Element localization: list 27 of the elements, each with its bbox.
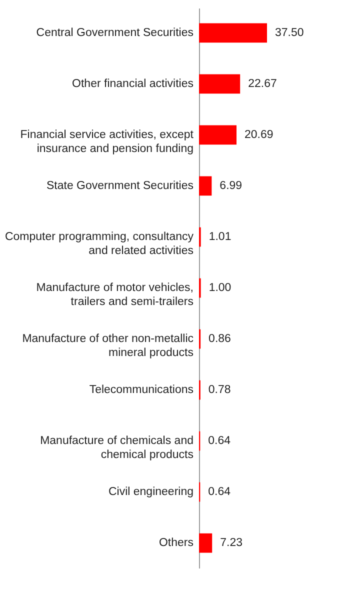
y-tick-label: Manufacture of other non-metallic mineral products	[22, 333, 194, 359]
data-label: 0.86	[208, 333, 231, 345]
data-label: 1.01	[208, 231, 232, 243]
y-tick-label: Computer programming, consultancy and related activities	[4, 231, 194, 257]
y-tick-label: Financial service activities, except insurance and pension funding	[20, 128, 194, 155]
y-tick-label: Other financial activities	[72, 78, 194, 90]
y-tick-label: State Government Securities	[46, 180, 194, 192]
data-label: 6.99	[220, 180, 242, 192]
bar	[199, 125, 237, 145]
data-label: 20.69	[244, 128, 274, 141]
bar	[199, 176, 212, 196]
data-label: 37.50	[275, 26, 304, 39]
bar	[199, 23, 267, 43]
data-label: 7.23	[220, 537, 242, 550]
bar	[199, 74, 240, 94]
data-label: 0.78	[208, 384, 231, 396]
y-tick-label: Manufacture of motor vehicles, trailers and semi-trailers	[36, 282, 194, 308]
y-tick-label: Others	[158, 537, 194, 550]
data-label: 1.00	[208, 282, 232, 294]
y-tick-label: Manufacture of chemicals and chemical products	[40, 435, 194, 462]
y-tick-label: Central Government Securities	[36, 26, 194, 39]
bar	[199, 533, 212, 553]
data-label: 22.67	[248, 78, 277, 90]
y-tick-label: Telecommunications	[89, 384, 194, 396]
data-label: 0.64	[208, 486, 232, 498]
data-label: 0.64	[208, 435, 232, 448]
y-tick-label: Civil engineering	[108, 486, 194, 498]
